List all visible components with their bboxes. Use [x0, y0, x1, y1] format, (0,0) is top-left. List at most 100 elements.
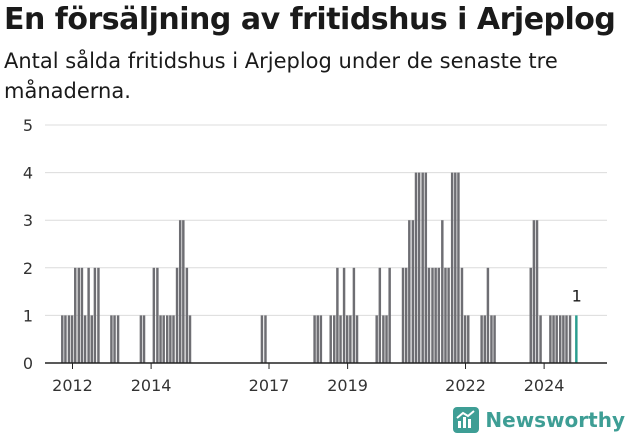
bar — [483, 315, 486, 363]
bar — [414, 172, 418, 363]
bar — [437, 267, 441, 363]
bar — [388, 267, 391, 363]
bar — [342, 267, 346, 363]
bar — [431, 267, 434, 363]
bar — [568, 315, 572, 363]
x-tick-label: 2014 — [131, 376, 172, 395]
bar — [427, 267, 431, 363]
bar — [349, 315, 352, 363]
bar — [562, 315, 565, 363]
bar — [463, 315, 467, 363]
bar — [565, 315, 568, 363]
y-tick-label: 3 — [23, 211, 33, 230]
brand-logo: Newsworthy — [453, 407, 625, 433]
y-tick-label: 4 — [23, 164, 33, 183]
bar — [61, 315, 64, 363]
bar — [467, 315, 470, 363]
bar — [447, 267, 450, 363]
bar — [411, 220, 415, 363]
bar — [444, 267, 447, 363]
bar — [162, 315, 165, 363]
bar — [493, 315, 496, 363]
bar — [80, 267, 84, 363]
bar — [93, 267, 97, 363]
bar — [264, 315, 267, 363]
bar — [152, 267, 156, 363]
y-tick-label: 2 — [23, 259, 33, 278]
bar — [316, 315, 319, 363]
bar — [70, 315, 74, 363]
bar — [408, 220, 411, 363]
bar — [178, 220, 182, 363]
bar — [87, 267, 90, 363]
newsworthy-logo-icon — [453, 407, 480, 433]
bar — [83, 315, 87, 363]
bar — [352, 267, 356, 363]
bar — [110, 315, 113, 363]
bar — [139, 315, 143, 363]
bar — [529, 267, 532, 363]
x-tick-label: 2012 — [52, 376, 93, 395]
y-tick-label: 1 — [23, 306, 33, 325]
bar — [116, 315, 120, 363]
bar — [539, 315, 542, 363]
bar — [77, 267, 81, 363]
bar — [175, 267, 179, 363]
bar — [450, 172, 454, 363]
bar — [401, 267, 405, 363]
bar — [382, 315, 385, 363]
bar — [345, 315, 349, 363]
bar — [159, 315, 162, 363]
bar — [260, 315, 264, 363]
bar-chart: 0 1 2 3 4 5 1 2012 2014 2017 2019 2022 2024 — [23, 116, 607, 395]
x-tick-label: 2022 — [445, 376, 486, 395]
chart-title: En försäljning av fritidshus i Arjeplog — [4, 2, 616, 37]
x-tick-label: 2019 — [327, 376, 368, 395]
bar — [90, 315, 93, 363]
bar — [555, 315, 558, 363]
bar — [329, 315, 332, 363]
bar — [486, 267, 490, 363]
bar — [552, 315, 555, 363]
bar — [113, 315, 116, 363]
bar — [535, 220, 539, 363]
bar — [434, 267, 437, 363]
bar — [97, 267, 100, 363]
bar — [558, 315, 562, 363]
bar — [532, 220, 536, 363]
chart-subtitle: Antal sålda fritidshus i Arjeplog under … — [4, 49, 558, 103]
bar — [319, 315, 323, 363]
bar — [182, 220, 185, 363]
bar — [385, 315, 388, 363]
bar — [165, 315, 169, 363]
bar — [490, 315, 493, 363]
y-tick-label: 0 — [23, 354, 33, 373]
bar — [172, 315, 175, 363]
bar — [417, 172, 421, 363]
bar — [185, 267, 189, 363]
bar — [67, 315, 71, 363]
bar — [404, 267, 408, 363]
bar — [64, 315, 67, 363]
bar — [575, 315, 578, 363]
x-tick-label: 2017 — [249, 376, 290, 395]
bar — [74, 267, 77, 363]
y-tick-label: 5 — [23, 116, 33, 135]
bar — [142, 315, 146, 363]
bar — [441, 220, 444, 363]
bar — [454, 172, 457, 363]
bar — [188, 315, 192, 363]
bar — [457, 172, 460, 363]
bar — [313, 315, 316, 363]
bar-annotation-label: 1 — [572, 286, 582, 305]
x-tick-label: 2024 — [524, 376, 565, 395]
bar — [549, 315, 552, 363]
bar — [480, 315, 483, 363]
bar — [378, 267, 382, 363]
bar — [424, 172, 428, 363]
bar — [339, 315, 342, 363]
bar — [156, 267, 159, 363]
bar — [355, 315, 359, 363]
bar — [460, 267, 464, 363]
brand-name: Newsworthy — [485, 408, 625, 432]
